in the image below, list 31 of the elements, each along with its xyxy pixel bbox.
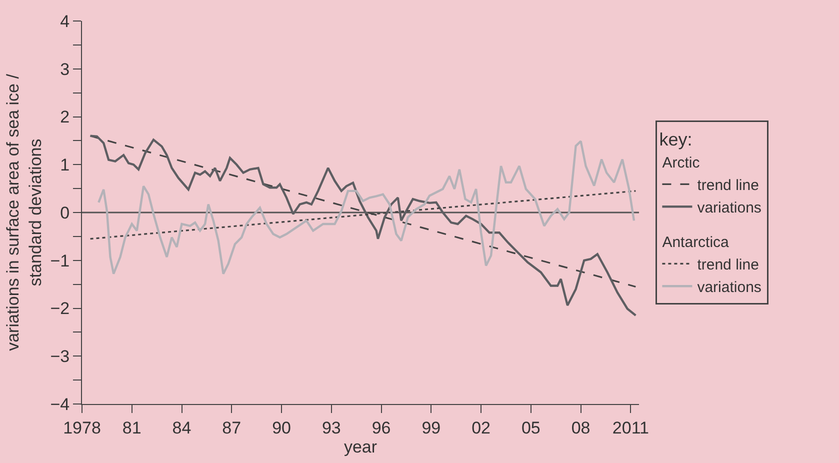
text: Antarctica: [662, 234, 730, 251]
x-tick-label: 81: [122, 418, 142, 438]
x-tick-label: 05: [521, 418, 540, 438]
x-tick-label: 90: [272, 418, 291, 438]
x-tick-label: 96: [372, 418, 391, 438]
y-tick-label: 3: [60, 60, 70, 79]
y-tick-label: 4: [60, 12, 70, 31]
x-tick-label: 87: [222, 418, 242, 438]
x-tick-label: 02: [472, 418, 490, 438]
line-series: [89, 134, 637, 317]
y-tick-label: 1: [60, 156, 70, 175]
y-tick-label: 2: [60, 108, 70, 127]
y-axis-title: variations in surface area of sea ice / standard deviations: [4, 74, 45, 351]
x-tick-label: 08: [571, 418, 590, 438]
y-tick-label: −1: [50, 251, 70, 270]
x-tick-label: 84: [172, 418, 192, 438]
x-tick-label: 99: [422, 418, 441, 438]
y-tick-label: −4: [50, 394, 70, 414]
text: Arctic: [662, 154, 700, 172]
x-axis-title: year: [344, 437, 378, 456]
legend-label: variations: [697, 200, 762, 216]
legend-title: key:: [659, 129, 692, 150]
legend-label: trend line: [697, 256, 759, 274]
legend-label: variations: [697, 279, 762, 296]
y-tick-label: −2: [50, 299, 70, 318]
y-tick-label: 0: [60, 203, 70, 222]
x-tick-label: 93: [322, 418, 341, 438]
y-tick-label: −3: [50, 347, 70, 366]
legend-label: trend line: [697, 177, 759, 194]
x-tick-label: 1978: [63, 418, 101, 438]
x-tick-label: 2011: [612, 418, 649, 438]
